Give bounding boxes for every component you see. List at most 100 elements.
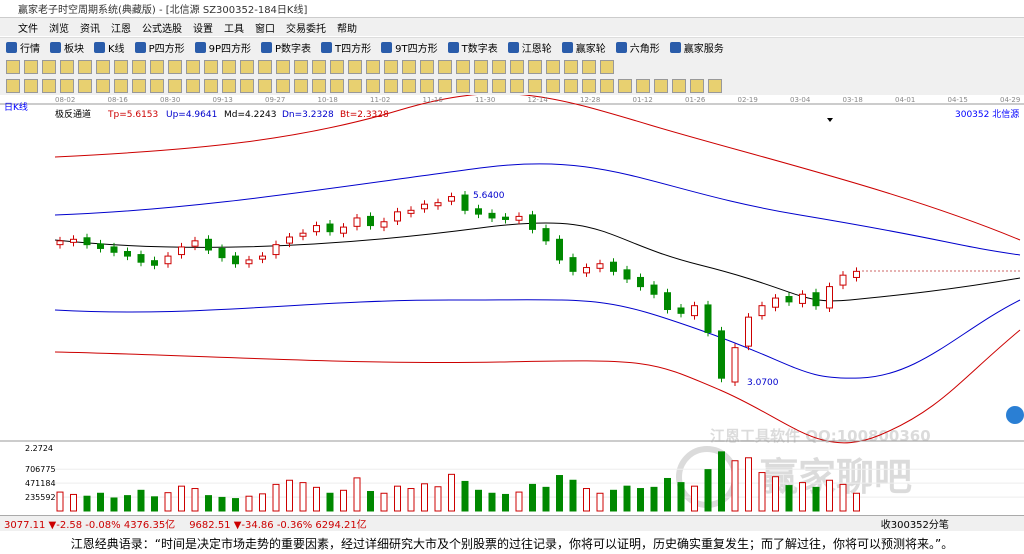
tool-icon[interactable] xyxy=(330,59,344,74)
tool-icon[interactable] xyxy=(60,78,74,93)
tool-icon[interactable] xyxy=(384,59,398,74)
tool-icon[interactable] xyxy=(258,78,272,93)
menu-item[interactable]: 文件 xyxy=(18,23,38,35)
tool-icon[interactable] xyxy=(168,59,182,74)
tool-icon[interactable] xyxy=(528,59,542,74)
tool-icon[interactable] xyxy=(312,59,326,74)
menu-item[interactable]: 浏览 xyxy=(49,23,69,35)
tool-icon[interactable] xyxy=(402,78,416,93)
tool-icon[interactable] xyxy=(438,59,452,74)
tool-icon[interactable] xyxy=(96,59,110,74)
tool-icon[interactable] xyxy=(60,59,74,74)
menu-item[interactable]: 江恩 xyxy=(111,23,131,35)
tool-icon[interactable] xyxy=(294,59,308,74)
tool-icon[interactable] xyxy=(294,78,308,93)
tool-icon[interactable] xyxy=(672,78,686,93)
toolbar-button[interactable]: 赢家轮 xyxy=(562,40,606,55)
tool-icon[interactable] xyxy=(348,59,362,74)
tool-icon[interactable] xyxy=(186,78,200,93)
toolbar-button[interactable]: 江恩轮 xyxy=(508,40,552,55)
tool-icon[interactable] xyxy=(510,78,524,93)
toolbar-button[interactable]: K线 xyxy=(94,40,125,55)
tool-icon[interactable] xyxy=(24,78,38,93)
tool-icon[interactable] xyxy=(186,59,200,74)
tool-icon[interactable] xyxy=(600,78,614,93)
dropdown-arrow[interactable] xyxy=(827,118,833,122)
tool-icon[interactable] xyxy=(132,59,146,74)
menu-item[interactable]: 窗口 xyxy=(255,23,275,35)
tool-icon[interactable] xyxy=(204,59,218,74)
tool-icon[interactable] xyxy=(276,78,290,93)
side-button[interactable] xyxy=(1006,406,1024,424)
tool-icon[interactable] xyxy=(492,78,506,93)
toolbar-button[interactable]: T四方形 xyxy=(321,40,371,55)
tool-icon[interactable] xyxy=(492,59,506,74)
tool-icon[interactable] xyxy=(150,78,164,93)
menu-item[interactable]: 工具 xyxy=(224,23,244,35)
menu-item[interactable]: 交易委托 xyxy=(286,23,326,35)
tool-icon[interactable] xyxy=(510,59,524,74)
tool-icon[interactable] xyxy=(240,78,254,93)
tool-icon[interactable] xyxy=(474,59,488,74)
tool-icon[interactable] xyxy=(438,78,452,93)
tick-detail[interactable]: 收300352分笔 xyxy=(880,520,949,531)
tool-icon[interactable] xyxy=(42,78,56,93)
tool-icon[interactable] xyxy=(258,59,272,74)
tool-icon[interactable] xyxy=(474,78,488,93)
tool-icon[interactable] xyxy=(6,59,20,74)
tool-icon[interactable] xyxy=(42,59,56,74)
toolbar-button[interactable]: 六角形 xyxy=(616,40,660,55)
tool-icon[interactable] xyxy=(114,78,128,93)
tool-icon[interactable] xyxy=(366,78,380,93)
tool-icon[interactable] xyxy=(420,78,434,93)
tool-icon[interactable] xyxy=(24,59,38,74)
toolbar-button[interactable]: T数字表 xyxy=(448,40,498,55)
tool-icon[interactable] xyxy=(276,59,290,74)
tool-icon[interactable] xyxy=(402,59,416,74)
tool-icon[interactable] xyxy=(366,59,380,74)
tool-icon[interactable] xyxy=(204,78,218,93)
tool-icon[interactable] xyxy=(132,78,146,93)
tool-icon[interactable] xyxy=(96,78,110,93)
tool-icon[interactable] xyxy=(222,59,236,74)
tool-icon[interactable] xyxy=(600,59,614,74)
menu-item[interactable]: 公式选股 xyxy=(142,23,182,35)
toolbar-button[interactable]: P四方形 xyxy=(135,40,185,55)
tool-icon[interactable] xyxy=(330,78,344,93)
tool-icon[interactable] xyxy=(78,78,92,93)
toolbar-button[interactable]: 行情 xyxy=(6,40,40,55)
tool-icon[interactable] xyxy=(564,59,578,74)
tool-icon[interactable] xyxy=(636,78,650,93)
tool-icon[interactable] xyxy=(456,78,470,93)
toolbar-button[interactable]: P数字表 xyxy=(261,40,311,55)
tool-icon[interactable] xyxy=(6,78,20,93)
tool-icon[interactable] xyxy=(582,59,596,74)
tool-icon[interactable] xyxy=(222,78,236,93)
tool-icon[interactable] xyxy=(384,78,398,93)
tool-icon[interactable] xyxy=(654,78,668,93)
tool-icon[interactable] xyxy=(348,78,362,93)
tool-icon[interactable] xyxy=(564,78,578,93)
tool-icon[interactable] xyxy=(312,78,326,93)
tool-icon[interactable] xyxy=(618,78,632,93)
tool-icon[interactable] xyxy=(546,78,560,93)
tool-icon[interactable] xyxy=(150,59,164,74)
tool-icon[interactable] xyxy=(240,59,254,74)
tool-icon[interactable] xyxy=(168,78,182,93)
tool-icon[interactable] xyxy=(456,59,470,74)
menu-item[interactable]: 资讯 xyxy=(80,23,100,35)
toolbar-button[interactable]: 赢家服务 xyxy=(670,40,724,55)
tool-icon[interactable] xyxy=(420,59,434,74)
tool-icon[interactable] xyxy=(690,78,704,93)
tool-icon[interactable] xyxy=(114,59,128,74)
tool-icon[interactable] xyxy=(546,59,560,74)
tool-icon[interactable] xyxy=(528,78,542,93)
menu-item[interactable]: 帮助 xyxy=(337,23,357,35)
toolbar-button[interactable]: 板块 xyxy=(50,40,84,55)
menu-item[interactable]: 设置 xyxy=(193,23,213,35)
tool-icon[interactable] xyxy=(708,78,722,93)
tool-icon[interactable] xyxy=(582,78,596,93)
tool-icon[interactable] xyxy=(78,59,92,74)
toolbar-button[interactable]: 9T四方形 xyxy=(381,40,437,55)
toolbar-button[interactable]: 9P四方形 xyxy=(195,40,251,55)
